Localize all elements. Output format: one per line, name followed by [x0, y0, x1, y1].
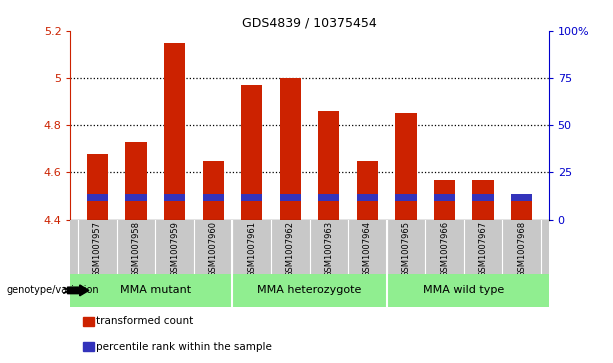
Bar	[280, 193, 301, 201]
Text: MMA mutant: MMA mutant	[120, 285, 191, 295]
Bar	[473, 180, 493, 220]
Bar	[87, 193, 108, 201]
Text: GSM1007964: GSM1007964	[363, 221, 372, 277]
Bar	[434, 193, 455, 201]
Bar	[357, 193, 378, 201]
Text: GSM1007967: GSM1007967	[479, 221, 487, 277]
Text: percentile rank within the sample: percentile rank within the sample	[96, 342, 272, 352]
Bar	[241, 193, 262, 201]
Bar	[395, 193, 417, 201]
Text: transformed count: transformed count	[96, 316, 194, 326]
Text: MMA heterozygote: MMA heterozygote	[257, 285, 362, 295]
Text: GSM1007965: GSM1007965	[402, 221, 411, 277]
Text: genotype/variation: genotype/variation	[6, 285, 99, 295]
Bar	[164, 42, 185, 220]
Text: GSM1007962: GSM1007962	[286, 221, 295, 277]
Text: GSM1007968: GSM1007968	[517, 221, 526, 277]
Text: GSM1007963: GSM1007963	[324, 221, 333, 277]
Bar	[357, 160, 378, 220]
Bar	[318, 193, 340, 201]
Bar	[434, 180, 455, 220]
Bar	[164, 193, 185, 201]
Text: GSM1007961: GSM1007961	[247, 221, 256, 277]
Text: GSM1007966: GSM1007966	[440, 221, 449, 277]
Text: MMA wild type: MMA wild type	[423, 285, 504, 295]
Title: GDS4839 / 10375454: GDS4839 / 10375454	[242, 17, 377, 30]
Bar	[318, 111, 340, 220]
Bar	[511, 194, 532, 220]
Text: GSM1007957: GSM1007957	[93, 221, 102, 277]
Bar	[473, 193, 493, 201]
Bar	[87, 154, 108, 220]
Bar	[202, 160, 224, 220]
Text: GSM1007958: GSM1007958	[132, 221, 140, 277]
Bar	[202, 193, 224, 201]
Text: GSM1007959: GSM1007959	[170, 221, 179, 277]
Bar	[126, 142, 147, 220]
Bar	[241, 85, 262, 220]
Bar	[126, 193, 147, 201]
Bar	[280, 78, 301, 220]
Bar	[511, 193, 532, 201]
Text: GSM1007960: GSM1007960	[208, 221, 218, 277]
Bar	[395, 114, 417, 220]
